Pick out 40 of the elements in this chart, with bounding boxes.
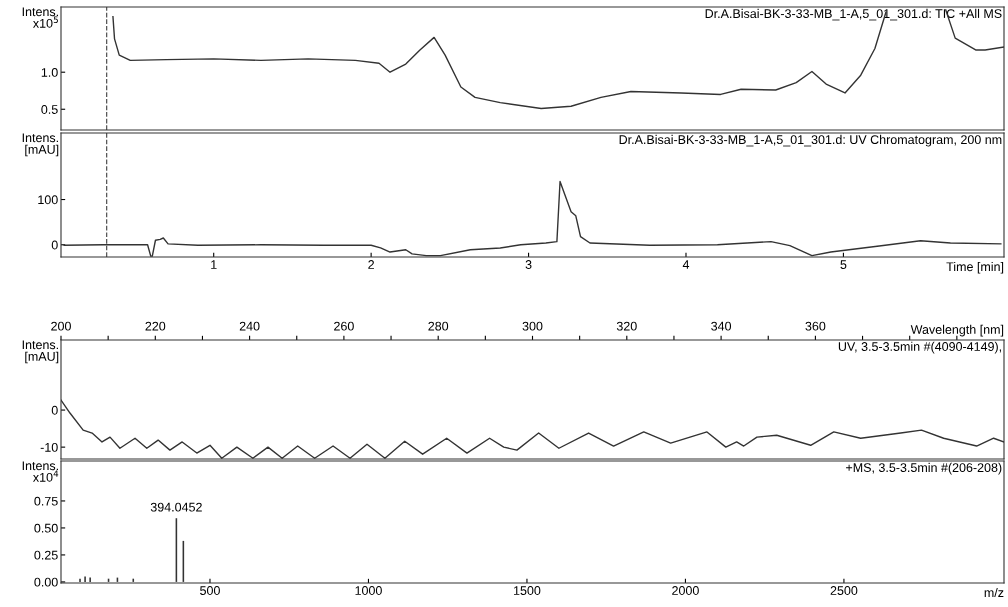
x-tick-label: 1000 bbox=[355, 586, 382, 595]
x-tick-label: 280 bbox=[428, 321, 449, 331]
y-axis-title: Intens. [mAU] bbox=[22, 340, 59, 364]
x-tick-label: 2 bbox=[368, 260, 374, 269]
y-axis-title: Intens. [mAU] bbox=[22, 133, 59, 157]
y-tick-label: 0.25 bbox=[34, 550, 58, 560]
y-tick-label: 0.5 bbox=[41, 105, 58, 114]
x-tick-label: 1500 bbox=[514, 586, 541, 595]
x-axis-title: Wavelength [nm] bbox=[910, 324, 1004, 337]
x-tick-label: 220 bbox=[145, 321, 166, 331]
x-tick-label: 1 bbox=[211, 260, 217, 269]
x-tick-label: 240 bbox=[239, 321, 260, 331]
y-tick-label: 0.75 bbox=[34, 496, 58, 506]
y-tick-label: 0 bbox=[51, 240, 58, 250]
x-tick-label: 300 bbox=[522, 321, 543, 331]
x-tick-label: 360 bbox=[805, 321, 826, 331]
x-tick-label: 2500 bbox=[830, 586, 858, 595]
y-tick-label: 1.0 bbox=[41, 68, 58, 77]
x-tick-label: 4 bbox=[682, 260, 690, 269]
chart-title: +MS, 3.5-3.5min #(206-208) bbox=[846, 462, 1002, 475]
y-tick-label: 0 bbox=[51, 405, 58, 415]
x-tick-label: 3 bbox=[525, 260, 532, 269]
y-tick-label: 0.00 bbox=[34, 577, 58, 587]
x-tick-label: 320 bbox=[616, 321, 637, 331]
y-tick-label: 0.50 bbox=[34, 523, 58, 533]
y-axis-title: Intens. x10$^{4}$ bbox=[22, 461, 59, 482]
x-tick-label: 200 bbox=[51, 321, 71, 331]
chart-title: UV, 3.5-3.5min #(4090-4149), bbox=[838, 341, 1001, 354]
x-tick-label: 260 bbox=[334, 321, 354, 331]
x-tick-label: 2000 bbox=[672, 586, 699, 595]
annotation: 394.0452 bbox=[150, 502, 202, 512]
y-tick-label: -10 bbox=[40, 442, 58, 452]
x-axis-title: m/z bbox=[984, 587, 1004, 598]
x-tick-label: 5 bbox=[840, 260, 847, 269]
x-tick-label: 500 bbox=[200, 586, 220, 595]
chart-title: Dr.A.Bisai-BK-3-33-MB_1-A,5_01_301.d: UV Chromatogram, 200 nm bbox=[619, 134, 1002, 147]
y-tick-label: 100 bbox=[38, 195, 58, 205]
y-axis-title: Intens. x10$^{5}$ bbox=[22, 7, 58, 28]
x-tick-label: 340 bbox=[711, 321, 732, 331]
x-axis-title: Time [min] bbox=[946, 261, 1004, 274]
